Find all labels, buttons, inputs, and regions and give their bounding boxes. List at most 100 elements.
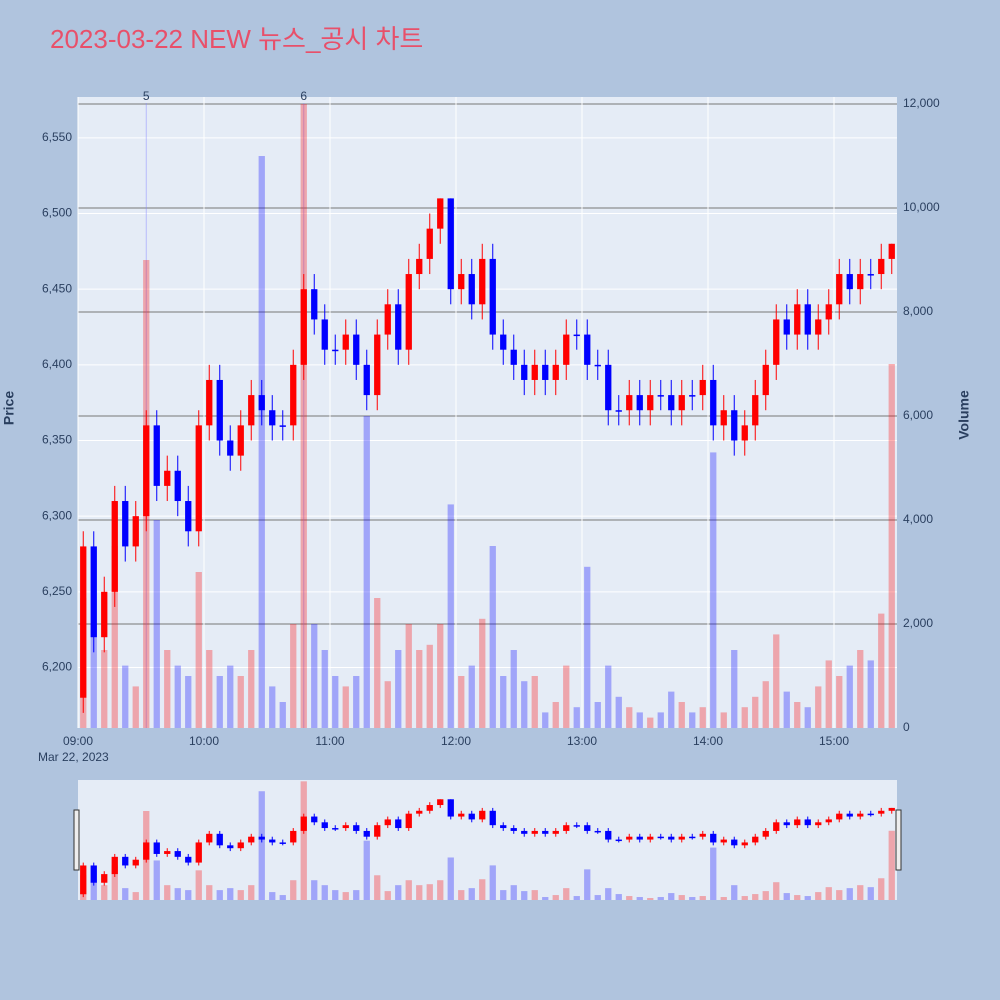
volume-bar xyxy=(531,890,538,900)
y2-tick-label: 2,000 xyxy=(903,616,933,630)
volume-bar xyxy=(195,870,202,900)
volume-bar xyxy=(594,895,601,900)
volume-bar xyxy=(332,890,339,900)
volume-bar xyxy=(794,895,801,900)
candle-body xyxy=(552,830,559,834)
volume-bar xyxy=(846,665,853,728)
candle-body xyxy=(269,839,276,843)
candle-body xyxy=(594,364,601,367)
volume-bar xyxy=(321,885,328,900)
volume-bar xyxy=(500,676,507,728)
volume-bar xyxy=(153,860,160,900)
volume-bar xyxy=(773,882,780,900)
candle-body xyxy=(290,830,297,843)
volume-bar xyxy=(185,890,192,900)
candle-body xyxy=(248,836,255,843)
candle-body xyxy=(258,836,265,840)
candle-body xyxy=(332,349,339,352)
volume-bar xyxy=(447,857,454,900)
candle-body xyxy=(878,810,885,814)
volume-bar xyxy=(405,624,412,728)
candle-body xyxy=(636,836,643,840)
candle-body xyxy=(804,304,811,335)
volume-bar xyxy=(605,665,612,728)
y-tick-label: 6,500 xyxy=(42,206,72,220)
candle-body xyxy=(605,364,612,411)
volume-bar xyxy=(300,104,307,728)
candle-body xyxy=(122,501,129,547)
candle-body xyxy=(510,349,517,365)
candle-body xyxy=(489,810,496,826)
candle-body xyxy=(752,395,759,426)
volume-bar xyxy=(731,650,738,728)
volume-bar xyxy=(90,624,97,728)
candle-body xyxy=(657,836,664,839)
candle-body xyxy=(206,379,213,426)
x-tick-label: 13:00 xyxy=(567,734,597,748)
volume-bar xyxy=(626,896,633,900)
candle-body xyxy=(720,410,727,426)
candle-body xyxy=(594,830,601,833)
candle-body xyxy=(426,228,433,259)
candle-body xyxy=(374,334,381,396)
volume-bar xyxy=(374,598,381,728)
candle-body xyxy=(615,410,622,412)
volume-bar xyxy=(479,618,486,728)
candle-body xyxy=(174,470,181,502)
volume-bar xyxy=(657,712,664,728)
range-handle-left[interactable] xyxy=(73,809,80,871)
candle-body xyxy=(825,819,832,823)
volume-bar xyxy=(279,895,286,900)
candle-body xyxy=(311,289,318,320)
candle-body xyxy=(731,410,738,441)
volume-bar xyxy=(615,696,622,728)
candle-body xyxy=(384,819,391,826)
candle-body xyxy=(878,258,885,275)
candle-body xyxy=(783,319,790,335)
candle-body xyxy=(857,813,864,817)
candle-body xyxy=(815,822,822,826)
candle-body xyxy=(762,364,769,396)
y2-axis-title: Volume xyxy=(956,390,972,440)
volume-bar xyxy=(258,156,265,728)
candle-body xyxy=(405,813,412,829)
candle-body xyxy=(836,813,843,820)
candle-body xyxy=(710,379,717,426)
y-tick-label: 6,400 xyxy=(42,357,72,371)
x-tick-label: 11:00 xyxy=(315,734,344,748)
candle-body xyxy=(584,825,591,831)
candle-body xyxy=(153,842,160,854)
candle-body xyxy=(489,258,496,335)
volume-bar xyxy=(699,707,706,728)
candle-body xyxy=(437,799,444,806)
volume-bar xyxy=(741,707,748,728)
candle-body xyxy=(668,395,675,411)
range-handle-right[interactable] xyxy=(895,809,902,871)
volume-bar xyxy=(311,880,318,900)
volume-bar xyxy=(185,676,192,728)
x-tick-label: 10:00 xyxy=(189,734,219,748)
candle-body xyxy=(563,334,570,365)
candle-body xyxy=(185,501,192,532)
candle-body xyxy=(636,395,643,411)
volume-bar xyxy=(605,888,612,900)
candle-body xyxy=(332,828,339,830)
volume-bar xyxy=(594,702,601,728)
volume-bar xyxy=(867,887,874,900)
range-slider[interactable] xyxy=(78,780,897,900)
volume-bar xyxy=(563,888,570,900)
volume-bar xyxy=(342,686,349,728)
volume-bar xyxy=(363,416,370,728)
volume-bar xyxy=(206,885,213,900)
volume-bar xyxy=(542,712,549,728)
volume-bar xyxy=(111,865,118,900)
volume-bar xyxy=(122,888,129,900)
candle-body xyxy=(689,836,696,839)
volume-bar xyxy=(521,891,528,900)
candle-body xyxy=(164,851,171,854)
volume-bar xyxy=(720,897,727,900)
candle-body xyxy=(678,395,685,411)
candle-body xyxy=(164,470,171,486)
candle-body xyxy=(720,839,727,843)
